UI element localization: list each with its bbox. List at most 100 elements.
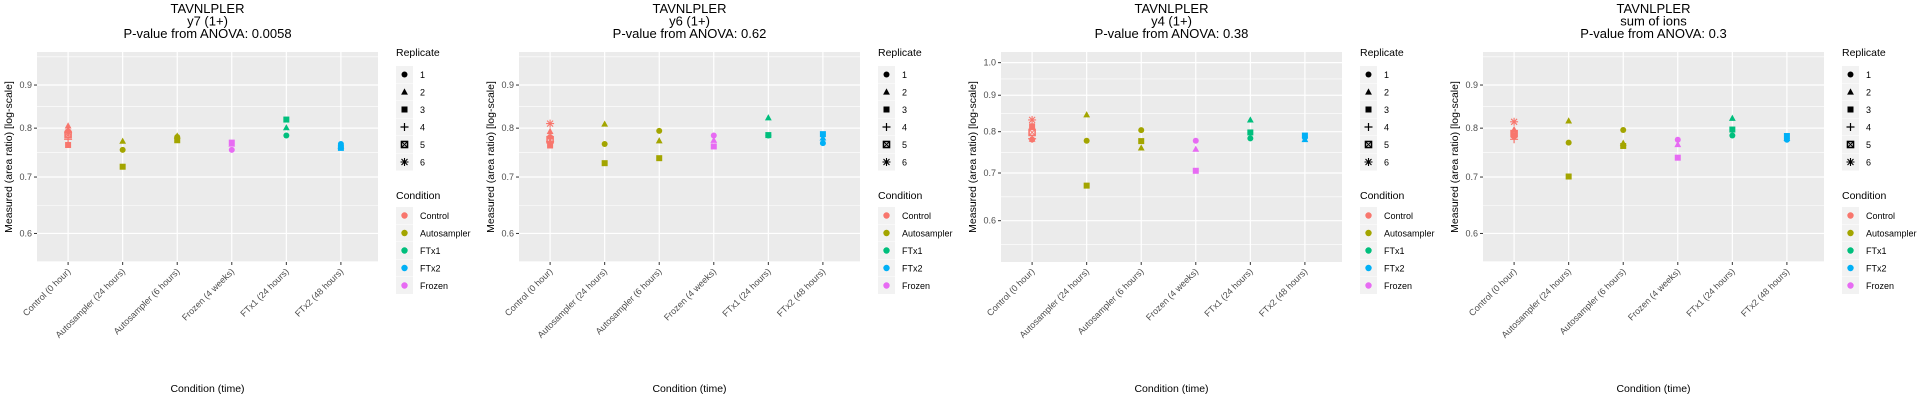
legend-color-dot-icon [883,212,890,219]
chart-title-line: P-value from ANOVA: 0.62 [613,26,767,41]
legend-shape-triangle-icon [401,88,408,95]
legend-condition-label: FTx2 [1866,264,1887,274]
y-tick-label: 0.7 [501,172,514,182]
legend-condition-label: FTx1 [420,246,441,256]
x-tick-label: FTx2 (48 hours) [1257,266,1309,318]
legend-replicate-label: 4 [420,123,425,133]
data-point [1192,167,1199,174]
legend-shape-plus-icon [1364,123,1373,131]
plot-background [519,52,860,262]
data-point [819,131,826,138]
legend-shape-square-cross-icon-box [1364,140,1373,149]
chart-title-line: TAVNLPLER [171,1,245,16]
data-point [1620,142,1627,149]
data-point [1247,135,1254,142]
legend-shape-triangle-icon [1365,88,1372,95]
chart-title-line: TAVNLPLER [1617,1,1691,16]
legend-replicate-label: 3 [1866,105,1871,115]
data-point [119,146,126,153]
chart-title-line: P-value from ANOVA: 0.3 [1580,26,1726,41]
legend-shape-plus-icon [1846,123,1855,131]
data-point [819,134,827,141]
legend-color-dot-icon [883,247,890,254]
data-point [119,163,126,170]
legend-replicate-label: 2 [902,88,907,98]
y-axis-title: Measured (area ratio) [log-scale] [967,81,979,233]
legend-color-dot-icon [1365,212,1372,219]
legend-condition-label: Control [1866,211,1895,221]
x-tick-label: Frozen (4 weeks) [1144,266,1200,322]
legend-condition-title: Condition [1360,190,1405,202]
legend-replicate-label: 4 [1866,123,1871,133]
legend-condition-title: Condition [878,190,923,202]
data-point [1510,135,1519,144]
legend-condition-title: Condition [1842,190,1887,202]
legend-color-dot-icon [883,229,890,237]
legend-replicate-label: 5 [902,140,907,150]
legend-shape-triangle-icon [1847,88,1854,95]
legend-color-dot-icon [1847,282,1854,289]
legend-replicate-label: 6 [1384,158,1389,168]
data-point [1728,114,1736,121]
y-tick-label: 0.9 [19,80,32,90]
y-tick-label: 0.9 [983,90,996,100]
legend-color-dot-icon [401,264,408,272]
data-point [547,142,554,149]
legend-color-dot-icon [401,247,408,254]
chart-title-line: y4 (1+) [1151,14,1192,29]
legend-color-dot-icon [401,229,408,237]
y-tick-label: 0.6 [19,228,32,238]
y-axis-title: Measured (area ratio) [log-scale] [485,81,497,233]
y-tick-label: 0.7 [1465,172,1478,182]
chart-title-line: TAVNLPLER [653,1,727,16]
legend-replicate-label: 1 [1866,70,1871,80]
legend-shape-square-icon [1847,106,1854,113]
data-point [1510,117,1519,126]
y-tick-label: 0.7 [983,168,996,178]
legend-color-dot-icon [1847,212,1854,219]
data-point [1729,126,1736,133]
data-point [174,137,181,144]
data-point [1565,117,1573,124]
legend-shape-square-cross-icon-cross [401,141,408,148]
y-tick-label: 0.8 [501,123,514,133]
x-tick-label: FTx1 (24 hours) [1202,266,1254,318]
legend-replicate-label: 6 [1866,158,1871,168]
data-point [1028,135,1036,142]
data-point [1674,154,1681,161]
chart-title-line: P-value from ANOVA: 0.0058 [123,26,291,41]
x-tick-label: FTx1 (24 hours) [238,266,290,318]
data-point [1083,182,1090,189]
data-point-cross [64,131,72,138]
data-point [601,120,609,127]
legend-replicate-label: 6 [420,158,425,168]
legend-shape-square-cross-icon [1846,140,1855,149]
data-point [656,127,663,134]
y-tick-label: 0.6 [983,216,996,226]
x-axis-title: Condition (time) [652,383,726,395]
legend-shape-circle-icon [1365,71,1372,78]
x-tick-label: Frozen (4 weeks) [1626,266,1682,322]
data-point-cross [1028,129,1036,136]
legend-shape-square-cross-icon-cross [1365,141,1372,148]
data-point [337,144,344,151]
data-point [65,142,72,149]
legend-replicate-label: 2 [420,88,425,98]
plot-background [37,52,378,262]
x-tick-label: FTx1 (24 hours) [1684,266,1736,318]
y-tick-label: 1.0 [983,58,996,68]
data-point [1783,134,1791,141]
x-tick-label: Control (0 hour) [1467,266,1519,318]
y-tick-label: 0.6 [501,228,514,238]
data-point [1192,145,1200,152]
data-point [601,141,608,148]
legend-shape-square-cross-icon-box [400,140,409,149]
y-tick-label: 0.6 [1465,228,1478,238]
data-point [1565,173,1572,180]
y-tick-label: 0.8 [983,127,996,137]
data-point [1192,137,1199,144]
